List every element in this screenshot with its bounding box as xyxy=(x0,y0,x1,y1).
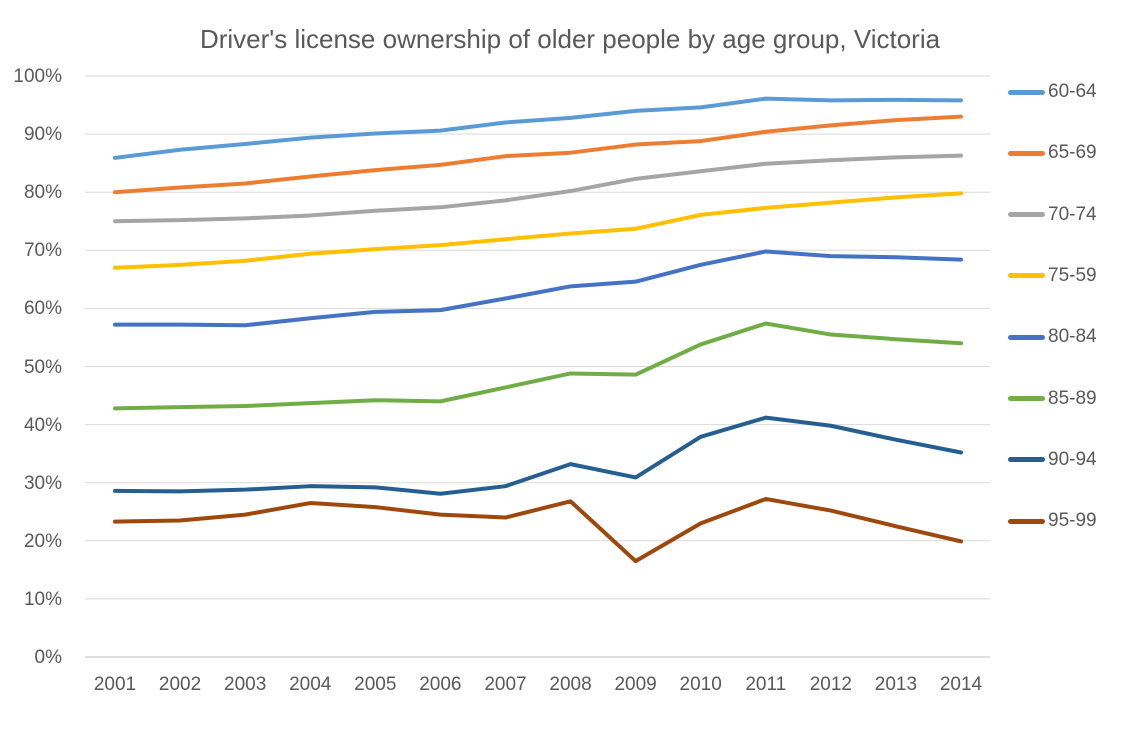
series-line-95-99 xyxy=(113,496,963,564)
legend-item-70-74: 70-74 xyxy=(1008,203,1097,227)
legend-label: 80-84 xyxy=(1048,326,1097,348)
chart-title: Driver's license ownership of older peop… xyxy=(199,24,941,54)
legend-item-65-69: 65-69 xyxy=(1008,141,1097,165)
x-tick-label: 2007 xyxy=(484,674,527,695)
x-tick-label: 2002 xyxy=(158,674,202,695)
x-tick-label: 2009 xyxy=(614,674,657,695)
y-tick-label: 30% xyxy=(23,472,62,494)
x-tick-label: 2003 xyxy=(224,674,267,695)
y-tick-label: 60% xyxy=(23,298,62,320)
legend-label: 85-89 xyxy=(1048,387,1097,409)
legend-item-75-59: 75-59 xyxy=(1008,264,1097,288)
x-tick-label: 2010 xyxy=(679,674,722,695)
series-line-75-59 xyxy=(113,191,963,270)
series-line-70-74 xyxy=(113,153,963,224)
x-tick-label: 2008 xyxy=(549,674,592,695)
legend-item-85-89: 85-89 xyxy=(1008,387,1097,411)
y-tick-label: 70% xyxy=(23,240,62,262)
legend-item-90-94: 90-94 xyxy=(1008,448,1097,472)
x-tick-label: 2012 xyxy=(809,674,852,695)
legend-swatch-icon xyxy=(1008,273,1045,279)
y-tick-label: 20% xyxy=(23,530,62,552)
y-tick-label: 40% xyxy=(23,414,62,436)
y-tick-label: 80% xyxy=(23,182,62,204)
legend-swatch-icon xyxy=(1008,396,1045,401)
legend-label: 65-69 xyxy=(1048,142,1097,164)
series-line-65-69 xyxy=(113,114,963,195)
series-line-90-94 xyxy=(113,415,963,496)
legend-label: 70-74 xyxy=(1048,203,1097,225)
x-tick-label: 2004 xyxy=(289,674,332,695)
series-line-80-84 xyxy=(113,249,963,328)
x-tick-label: 2013 xyxy=(874,674,918,695)
legend-label: 60-64 xyxy=(1048,81,1097,102)
legend-swatch-icon xyxy=(1008,212,1045,218)
series-line-60-64 xyxy=(113,96,963,160)
y-tick-label: 100% xyxy=(13,66,62,87)
x-tick-label: 2011 xyxy=(745,674,787,695)
legend-label: 90-94 xyxy=(1048,448,1097,470)
x-tick-label: 2001 xyxy=(93,674,137,695)
x-tick-label: 2014 xyxy=(939,674,983,695)
legend-swatch-icon xyxy=(1008,518,1045,524)
x-tick-label: 2005 xyxy=(354,674,397,695)
x-tick-label: 2006 xyxy=(419,674,462,695)
legend-item-95-99: 95-99 xyxy=(1008,509,1097,533)
y-tick-label: 90% xyxy=(23,124,62,146)
legend-label: 75-59 xyxy=(1048,264,1097,286)
legend-swatch-icon xyxy=(1008,457,1045,463)
legend-item-80-84: 80-84 xyxy=(1008,325,1097,349)
legend-item-60-64: 60-64 xyxy=(1008,80,1097,104)
y-tick-label: 10% xyxy=(23,588,62,610)
series-line-85-89 xyxy=(113,321,963,411)
legend-swatch-icon xyxy=(1008,334,1045,340)
legend-swatch-icon xyxy=(1008,150,1045,156)
y-tick-label: 0% xyxy=(34,647,62,668)
legend-label: 95-99 xyxy=(1048,510,1097,532)
y-tick-label: 50% xyxy=(23,356,62,378)
legend-swatch-icon xyxy=(1008,89,1045,95)
